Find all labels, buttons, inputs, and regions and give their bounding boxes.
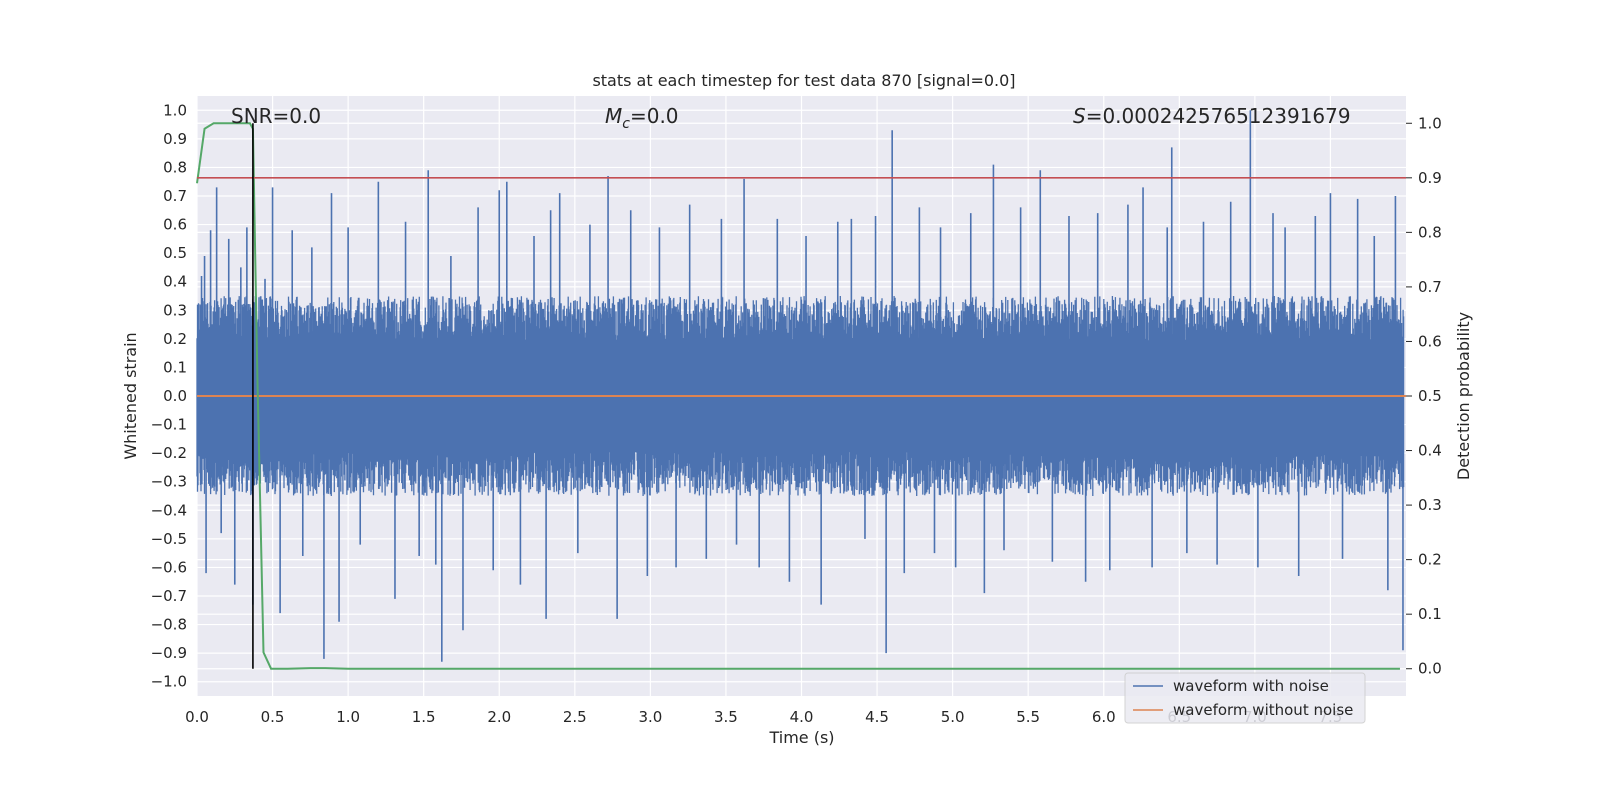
y-tick-label-left: −0.9	[151, 644, 187, 662]
y-tick-label-left: 0.0	[163, 387, 187, 405]
y-tick-label-left: −0.2	[151, 444, 187, 462]
y-tick-label-left: −1.0	[151, 673, 187, 691]
x-tick-label: 0.0	[185, 708, 209, 726]
waveform-with-noise-series	[196, 110, 1405, 662]
x-tick-label: 1.5	[412, 708, 436, 726]
x-tick-label: 0.5	[261, 708, 285, 726]
y-tick-label-right: 0.4	[1418, 442, 1442, 460]
legend: waveform with noise waveform without noi…	[1124, 672, 1366, 724]
chart-title: stats at each timestep for test data 870…	[592, 71, 1015, 90]
legend-label-clean: waveform without noise	[1173, 701, 1353, 719]
x-tick-label: 3.0	[638, 708, 662, 726]
x-tick-label: 4.0	[790, 708, 814, 726]
y-axis-label-right: Detection probability	[1454, 312, 1473, 480]
legend-label-noise: waveform with noise	[1173, 677, 1329, 695]
x-tick-label: 2.5	[563, 708, 587, 726]
y-tick-label-left: 0.2	[163, 330, 187, 348]
x-tick-label: 2.0	[487, 708, 511, 726]
chirp-mass-annotation: Mc=0.0	[605, 104, 679, 132]
y-tick-label-left: 0.9	[163, 130, 187, 148]
x-tick-label: 3.5	[714, 708, 738, 726]
y-tick-label-right: 0.1	[1418, 605, 1442, 623]
y-tick-label-left: 0.6	[163, 216, 187, 234]
x-tick-label: 4.5	[865, 708, 889, 726]
y-tick-label-right: 0.0	[1418, 660, 1442, 678]
chirp-mass-value: =0.0	[630, 104, 679, 128]
y-tick-label-left: −0.7	[151, 587, 187, 605]
y-ticks-right: 0.0 0.1 0.2 0.3 0.4 0.5 0.6 0.7 0.8 0.9 1.0	[1406, 114, 1442, 678]
s-symbol: S	[1073, 104, 1086, 128]
y-tick-label-left: −0.3	[151, 473, 187, 491]
y-ticks-left: −1.0 −0.9 −0.8 −0.7 −0.6 −0.5 −0.4 −0.3 −0.2 −0.1…	[151, 101, 187, 690]
y-tick-label-right: 0.8	[1418, 223, 1442, 241]
y-tick-label-left: 1.0	[163, 101, 187, 119]
chirp-mass-subscript: c	[622, 116, 630, 132]
chirp-mass-symbol: M	[605, 104, 622, 128]
snr-annotation: SNR=0.0	[231, 104, 321, 128]
y-tick-label-right: 0.3	[1418, 496, 1442, 514]
y-tick-label-right: 0.6	[1418, 332, 1442, 350]
detection-probability-line	[196, 122, 1400, 670]
y-tick-label-left: −0.1	[151, 416, 187, 434]
s-value: =0.000242576512391679	[1086, 104, 1351, 128]
y-tick-label-right: 0.7	[1418, 278, 1442, 296]
legend-box	[1124, 672, 1366, 724]
s-annotation: S=0.000242576512391679	[1073, 104, 1351, 128]
detection-probability-series	[196, 122, 1400, 670]
y-tick-label-right: 1.0	[1418, 114, 1442, 132]
x-axis-label: Time (s)	[768, 728, 834, 747]
y-tick-label-left: 0.3	[163, 301, 187, 319]
y-tick-label-left: −0.6	[151, 558, 187, 576]
y-tick-label-left: −0.8	[151, 616, 187, 634]
y-tick-label-left: −0.5	[151, 530, 187, 548]
x-tick-label: 5.5	[1016, 708, 1040, 726]
x-tick-label: 6.0	[1092, 708, 1116, 726]
y-tick-label-left: 0.7	[163, 187, 187, 205]
y-tick-label-left: 0.8	[163, 158, 187, 176]
y-tick-label-right: 0.5	[1418, 387, 1442, 405]
x-tick-label: 5.0	[941, 708, 965, 726]
y-tick-label-right: 0.9	[1418, 169, 1442, 187]
y-tick-label-left: 0.1	[163, 358, 187, 376]
y-tick-label-left: −0.4	[151, 501, 187, 519]
y-axis-label-left: Whitened strain	[121, 332, 140, 459]
y-tick-label-left: 0.5	[163, 244, 187, 262]
y-tick-label-right: 0.2	[1418, 551, 1442, 569]
y-tick-label-left: 0.4	[163, 273, 187, 291]
x-tick-label: 1.0	[336, 708, 360, 726]
